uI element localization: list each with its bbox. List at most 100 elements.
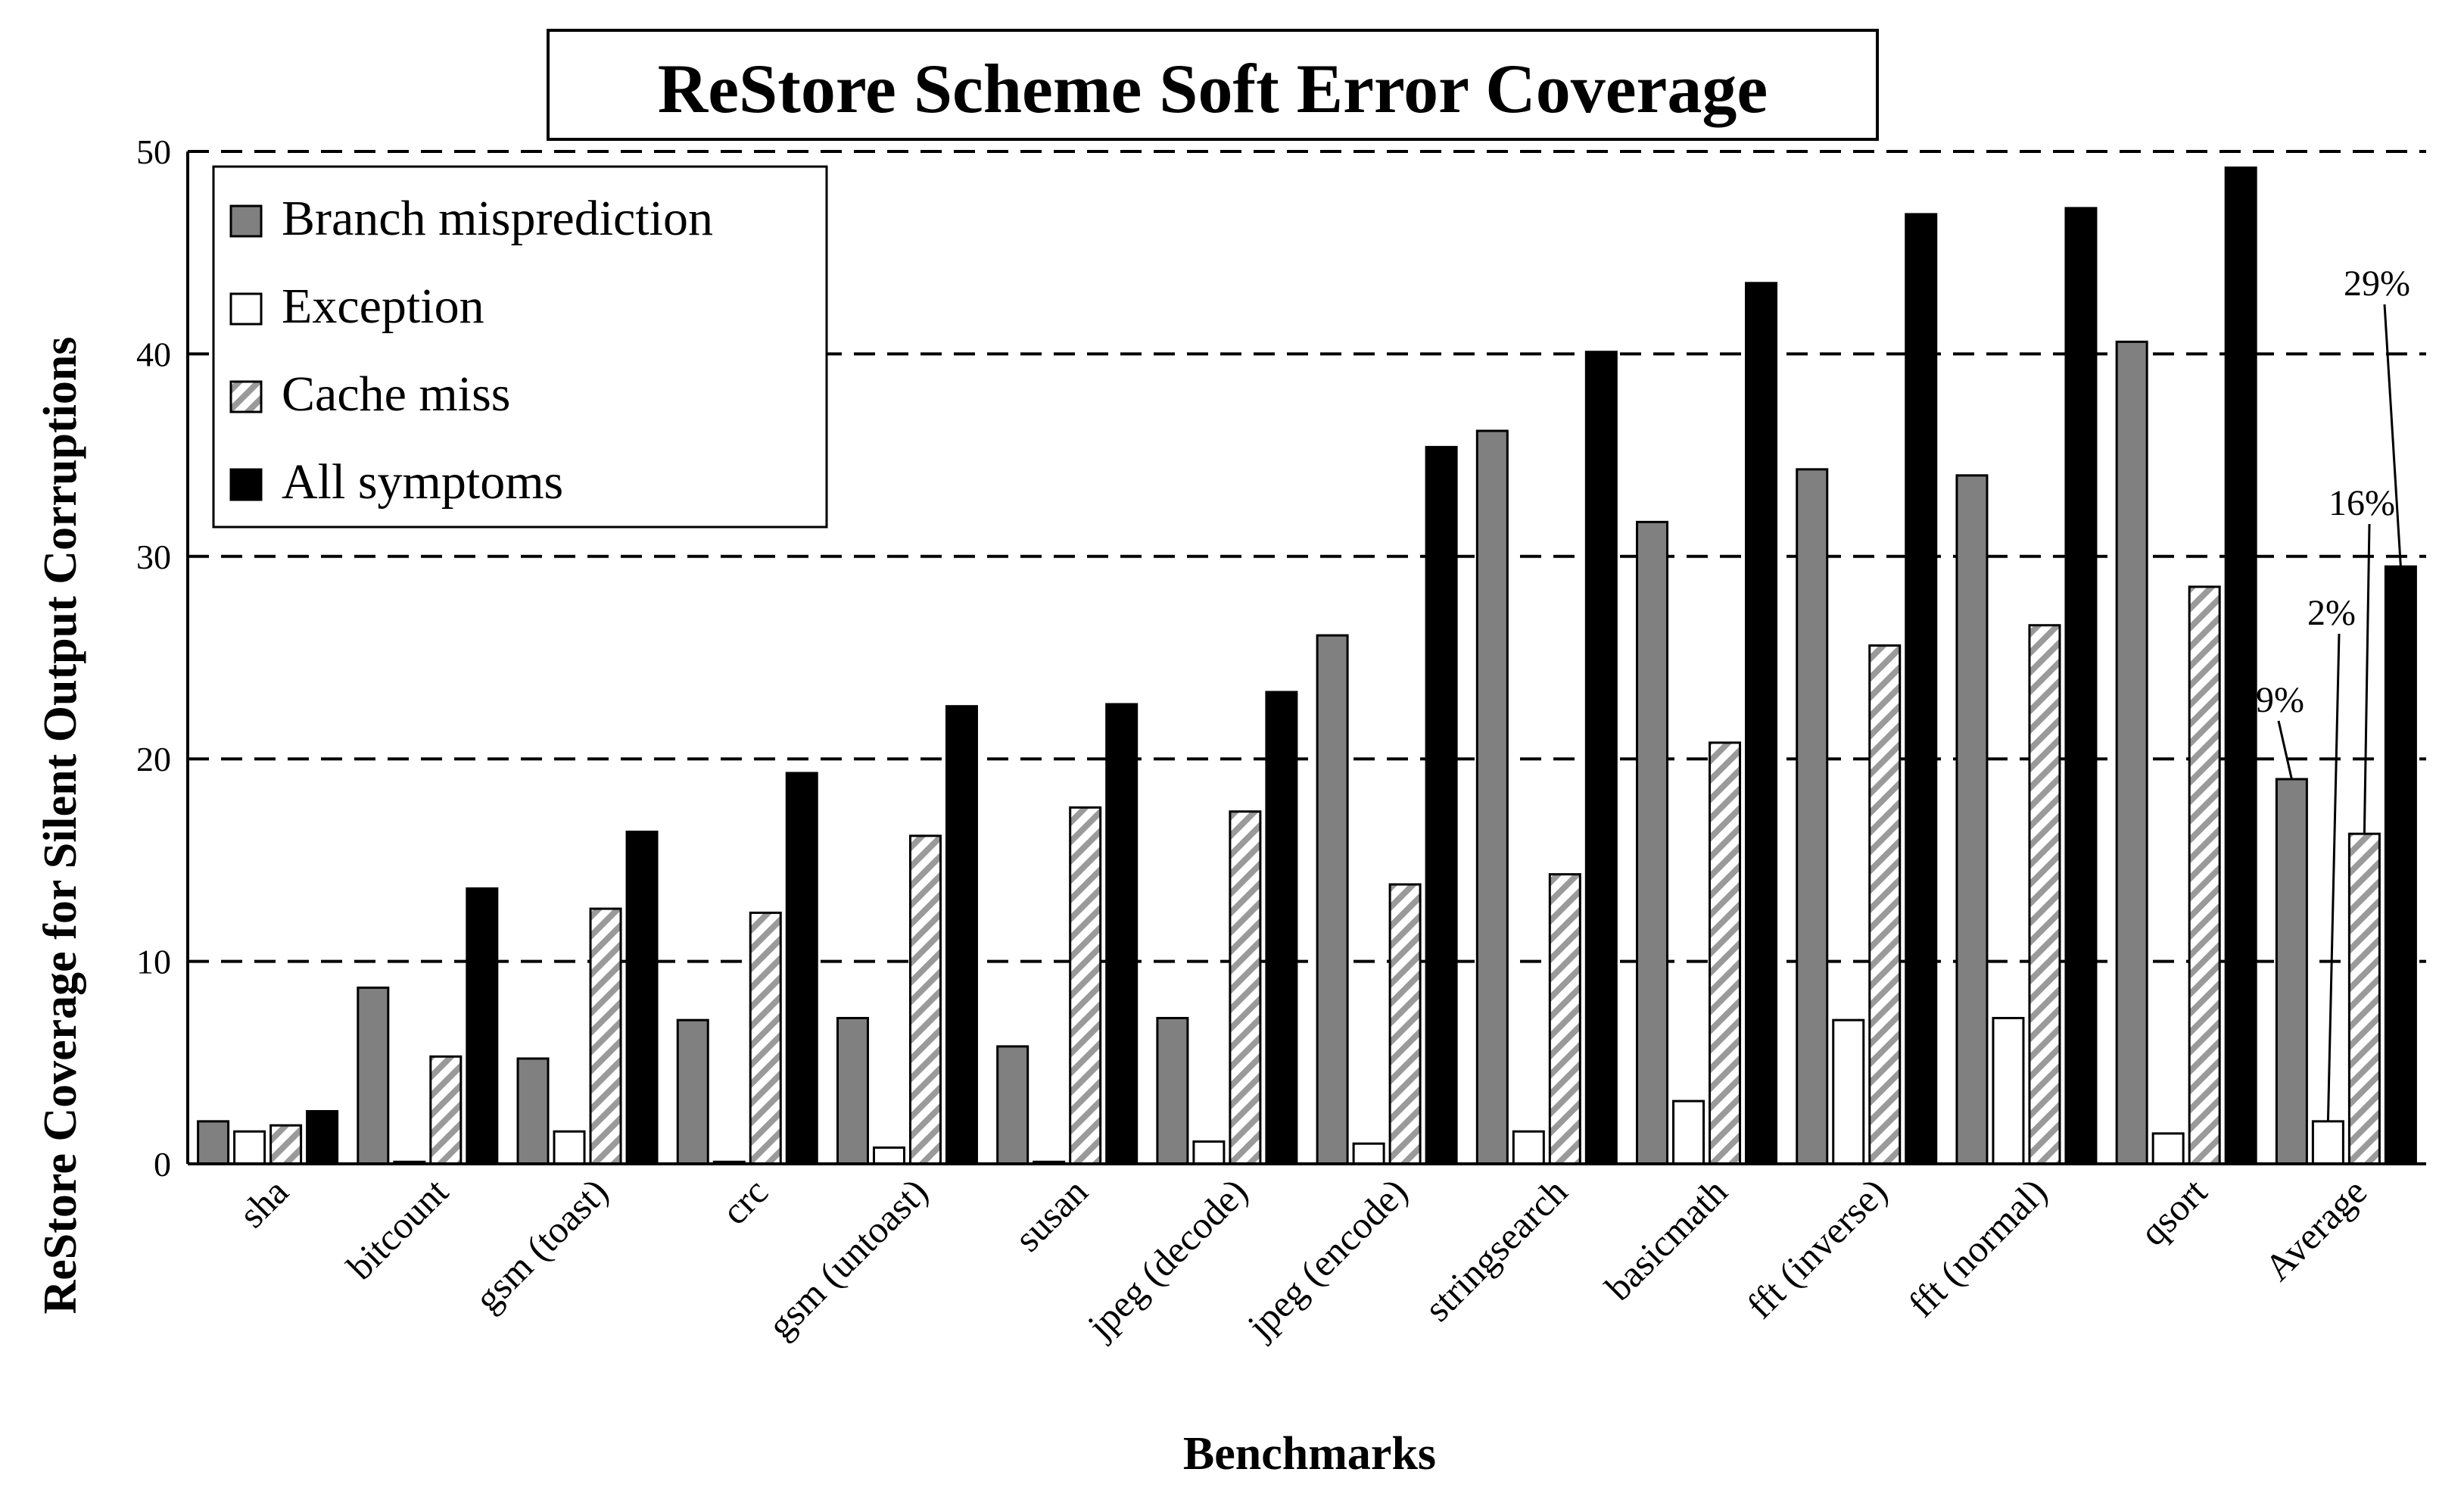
- bar-cache-miss: [1388, 883, 1422, 1165]
- legend-swatch: [229, 204, 263, 238]
- bar-all-symptoms: [2384, 565, 2417, 1165]
- bar-cache-miss: [1229, 810, 1262, 1165]
- bar-all-symptoms: [2064, 207, 2098, 1165]
- bar-all-symptoms: [1105, 703, 1139, 1165]
- annotation-leader-line: [2277, 720, 2293, 780]
- bar-cache-miss: [749, 911, 782, 1165]
- bar-exception: [872, 1146, 905, 1165]
- y-tick-label: 20: [136, 740, 171, 778]
- bar-branch-misprediction: [1636, 520, 1669, 1165]
- bar-branch-misprediction: [2275, 778, 2308, 1165]
- bar-branch-misprediction: [1156, 1016, 1189, 1165]
- bar-cache-miss: [429, 1055, 463, 1165]
- chart-title: ReStore Scheme Soft Error Coverage: [658, 50, 1768, 127]
- x-tick-label: jpeg (decode): [1078, 1170, 1255, 1347]
- x-tick-label: sha: [231, 1170, 297, 1236]
- y-tick-label: 10: [136, 943, 171, 981]
- bar-branch-misprediction: [2115, 340, 2148, 1165]
- bar-branch-misprediction: [1475, 429, 1509, 1165]
- bar-cache-miss: [1868, 644, 1902, 1165]
- y-tick-label: 40: [136, 335, 171, 373]
- bar-branch-misprediction: [676, 1018, 709, 1165]
- x-tick-label: stringsearch: [1416, 1170, 1575, 1329]
- bar-exception: [553, 1130, 586, 1165]
- bar-exception: [233, 1130, 266, 1165]
- legend-swatch: [229, 468, 263, 501]
- bar-cache-miss: [2347, 832, 2381, 1165]
- bar-exception: [1832, 1018, 1865, 1165]
- x-tick-label: gsm (untoast): [759, 1170, 936, 1346]
- x-tick-label: bitcount: [338, 1170, 456, 1288]
- bar-cache-miss: [269, 1124, 303, 1165]
- y-tick-labels: 0 10 20 30 40 50: [136, 133, 171, 1184]
- y-tick-label: 0: [154, 1145, 171, 1184]
- bar-cache-miss: [1069, 806, 1102, 1165]
- x-tick-label: qsort: [2132, 1170, 2215, 1253]
- x-tick-label: susan: [1006, 1170, 1095, 1259]
- bar-cache-miss: [908, 834, 942, 1165]
- bar-branch-misprediction: [1316, 634, 1349, 1165]
- y-tick-label: 50: [136, 133, 171, 171]
- bar-branch-misprediction: [516, 1057, 550, 1165]
- bar-all-symptoms: [2224, 166, 2257, 1165]
- legend-label: Branch misprediction: [282, 191, 713, 246]
- x-tick-label: crc: [713, 1170, 776, 1233]
- annotations: 29% 16% 2% 19%: [2238, 264, 2410, 1121]
- bar-all-symptoms: [1905, 213, 1938, 1165]
- y-tick-label: 30: [136, 538, 171, 576]
- bar-all-symptoms: [1745, 282, 1778, 1165]
- y-axis-title: ReStore Coverage for Silent Output Corru…: [35, 336, 86, 1314]
- legend-label: All symptoms: [282, 454, 563, 510]
- chart-title-group: ReStore Scheme Soft Error Coverage: [547, 29, 1879, 141]
- annotation-label: 19%: [2238, 680, 2304, 720]
- x-tick-label: fft (inverse): [1739, 1170, 1896, 1327]
- annotation-leader-line: [2363, 523, 2371, 834]
- bar-branch-misprediction: [1796, 468, 1829, 1165]
- bar-branch-misprediction: [1955, 474, 1989, 1165]
- legend-swatch: [229, 292, 263, 326]
- legend-label: Exception: [282, 279, 484, 334]
- bar-all-symptoms: [625, 830, 659, 1165]
- bar-cache-miss: [1709, 741, 1742, 1165]
- bar-exception: [2151, 1132, 2185, 1165]
- bar-branch-misprediction: [996, 1045, 1030, 1165]
- bar-cache-miss: [2028, 624, 2061, 1165]
- annotation-leader-line: [2326, 633, 2341, 1121]
- legend: Branch misprediction Exception Cache miss A…: [212, 165, 828, 529]
- x-axis-title: Benchmarks: [1183, 1428, 1436, 1480]
- bar-exception: [1672, 1099, 1705, 1165]
- bar-exception: [1992, 1016, 2025, 1165]
- bar-branch-misprediction: [357, 986, 390, 1165]
- bar-exception: [1352, 1142, 1385, 1165]
- x-tick-label: fft (normal): [1900, 1170, 2055, 1325]
- annotation-label: 2%: [2307, 593, 2356, 633]
- bars: [197, 166, 2417, 1165]
- bar-exception: [1192, 1140, 1226, 1165]
- bar-all-symptoms: [1265, 691, 1298, 1165]
- legend-box: [212, 165, 828, 529]
- bar-all-symptoms: [1584, 351, 1618, 1165]
- legend-swatch: [229, 380, 263, 413]
- x-tick-label: jpeg (encode): [1238, 1170, 1416, 1347]
- annotation-label: 16%: [2328, 483, 2395, 523]
- bar-all-symptoms: [466, 887, 499, 1165]
- bar-exception: [2311, 1120, 2344, 1165]
- bar-branch-misprediction: [836, 1016, 869, 1165]
- bar-all-symptoms: [1425, 445, 1458, 1165]
- legend-label: Cache miss: [282, 366, 510, 422]
- bar-cache-miss: [2188, 585, 2221, 1165]
- bar-branch-misprediction: [197, 1120, 230, 1165]
- bar-all-symptoms: [945, 705, 978, 1165]
- bar-cache-miss: [589, 907, 622, 1165]
- annotation-leader-line: [2383, 304, 2402, 567]
- chart-title-box: [547, 29, 1879, 141]
- bar-cache-miss: [1548, 873, 1581, 1165]
- annotation-label: 29%: [2344, 264, 2410, 304]
- x-tick-label: Average: [2256, 1170, 2375, 1289]
- axes: [186, 151, 2426, 1165]
- bar-all-symptoms: [306, 1109, 339, 1165]
- bar-all-symptoms: [785, 772, 818, 1165]
- x-tick-label: gsm (toast): [466, 1170, 616, 1320]
